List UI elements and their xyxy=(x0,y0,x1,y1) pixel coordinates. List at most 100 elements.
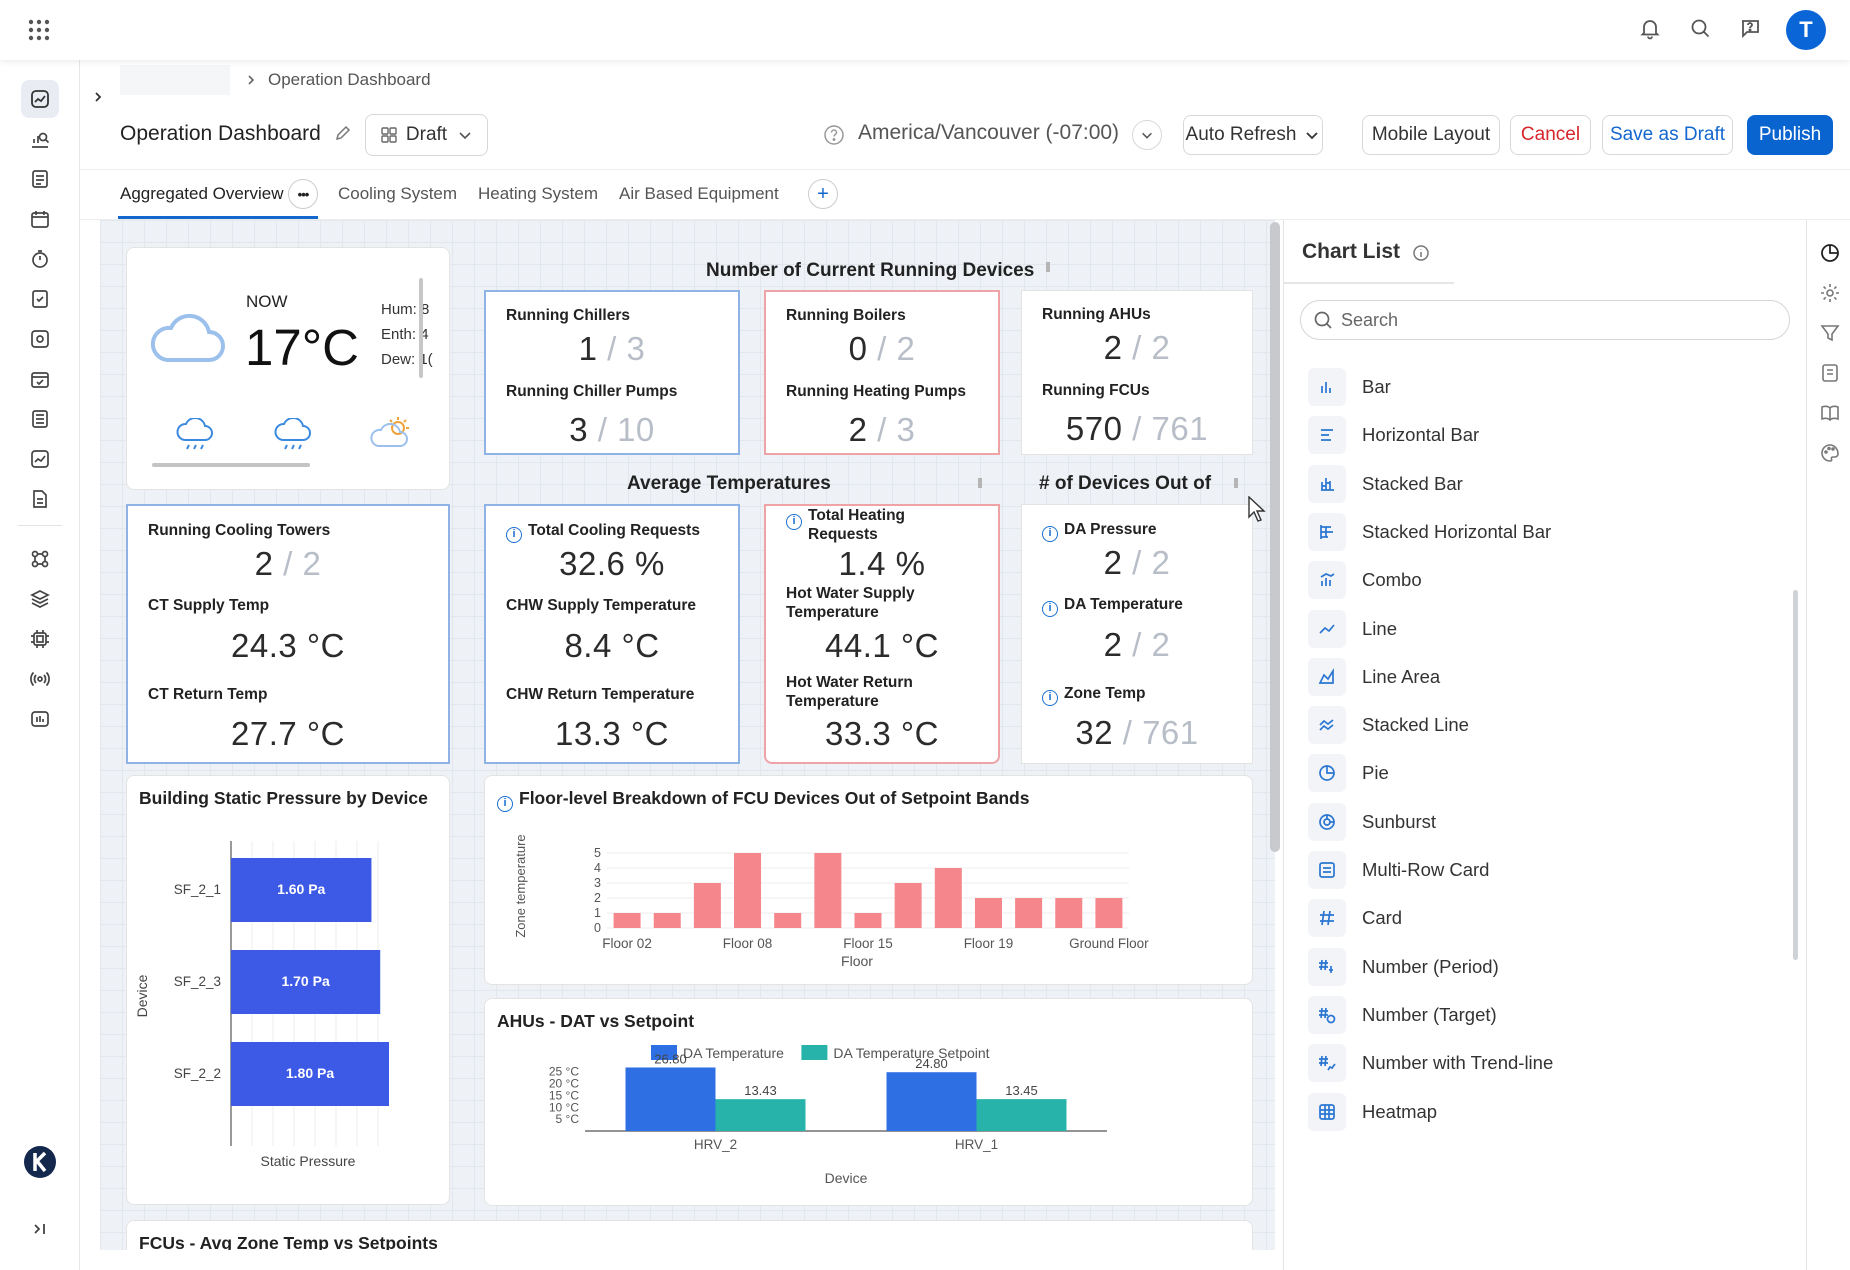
search-icon[interactable] xyxy=(1688,16,1716,44)
info-icon[interactable]: i xyxy=(786,514,802,530)
palette-icon[interactable] xyxy=(1819,442,1841,464)
trend-icon[interactable] xyxy=(21,440,59,478)
tab-aggregated-overview[interactable]: Aggregated Overview xyxy=(120,184,284,203)
info-icon[interactable]: i xyxy=(506,527,522,543)
meter-icon[interactable] xyxy=(21,700,59,738)
canvas-scrollbar[interactable] xyxy=(1270,222,1280,852)
rain-icon xyxy=(176,418,213,450)
publish-button[interactable]: Publish xyxy=(1747,115,1833,155)
expand-nav-icon[interactable] xyxy=(21,1210,59,1248)
app-launcher-icon[interactable] xyxy=(26,17,54,45)
chart-type-item[interactable]: Line Area xyxy=(1308,657,1440,697)
add-tab-button[interactable]: + xyxy=(808,179,838,209)
help-icon[interactable] xyxy=(823,124,845,146)
hw-card[interactable]: i Total Heating Requests 1.4 % Hot Water … xyxy=(764,504,1000,764)
kpi-label: i Total Heating Requests xyxy=(786,506,986,544)
chart-type-item[interactable]: Line xyxy=(1308,609,1397,649)
analytics-search-icon[interactable] xyxy=(21,120,59,158)
chart-type-item[interactable]: Pie xyxy=(1308,753,1389,793)
chart-type-item[interactable]: Number (Period) xyxy=(1308,947,1499,987)
layers-icon[interactable] xyxy=(21,580,59,618)
help-chat-icon[interactable] xyxy=(1738,16,1766,44)
cancel-button[interactable]: Cancel xyxy=(1510,115,1591,155)
weather-scrollbar[interactable] xyxy=(419,278,423,378)
fcu-zone-temp-chart-card[interactable]: FCUs - Avg Zone Temp vs Setpoints xyxy=(126,1220,1253,1250)
chw-card[interactable]: i Total Cooling Requests 32.6 % CHW Suppl… xyxy=(484,504,740,764)
chip-icon[interactable] xyxy=(21,620,59,658)
bar xyxy=(854,913,882,928)
save-draft-button[interactable]: Save as Draft xyxy=(1602,115,1733,155)
chart-list-scrollbar[interactable] xyxy=(1793,590,1798,960)
chart-type-item[interactable]: Stacked Bar xyxy=(1308,464,1463,504)
chart-type-item[interactable]: Card xyxy=(1308,898,1402,938)
tab-cooling-system[interactable]: Cooling System xyxy=(338,184,458,203)
brand-logo-icon xyxy=(18,1140,62,1184)
avatar[interactable]: T xyxy=(1786,10,1826,50)
device-report-icon[interactable] xyxy=(21,320,59,358)
report-icon[interactable] xyxy=(21,160,59,198)
chart-type-label: Stacked Horizontal Bar xyxy=(1362,520,1552,542)
chart-type-item[interactable]: Stacked Horizontal Bar xyxy=(1308,512,1551,552)
chart-type-item[interactable]: Number (Target) xyxy=(1308,995,1497,1035)
auto-refresh-dropdown[interactable]: Auto Refresh xyxy=(1183,115,1323,155)
kpi-value: 1.4 % xyxy=(838,545,926,582)
devices-out-card[interactable]: i DA Pressure 2 / 2 i DA Temperature 2 / 2… xyxy=(1021,504,1253,764)
info-icon[interactable]: i xyxy=(497,796,513,812)
notification-bell-icon[interactable] xyxy=(1638,16,1666,44)
chart-search-input[interactable]: Search xyxy=(1300,300,1790,340)
filter-icon[interactable] xyxy=(1819,322,1841,344)
chart-type-item[interactable]: Bar xyxy=(1308,367,1391,407)
layout-icon[interactable] xyxy=(1819,362,1841,384)
timer-icon[interactable] xyxy=(21,240,59,278)
info-icon[interactable]: i xyxy=(1042,526,1058,542)
x-axis-label: Static Pressure xyxy=(261,1153,356,1169)
chart-type-label: Stacked Bar xyxy=(1362,472,1463,494)
group-scroll-indicator xyxy=(1234,478,1238,488)
edit-title-icon[interactable] xyxy=(334,124,352,142)
mobile-layout-button[interactable]: Mobile Layout xyxy=(1362,115,1500,155)
tab-more-icon[interactable]: ••• xyxy=(288,179,318,209)
floor-breakdown-chart-card[interactable]: i Floor-level Breakdown of FCU Devices Ou… xyxy=(484,775,1253,985)
chart-type-item[interactable]: Heatmap xyxy=(1308,1092,1437,1132)
document-icon[interactable] xyxy=(21,480,59,518)
breadcrumb-current[interactable]: Operation Dashboard xyxy=(268,70,431,89)
ahus-fcus-card[interactable]: Running AHUs 2 / 2 Running FCUs 570 / 76… xyxy=(1021,290,1253,455)
tab-heating-system[interactable]: Heating System xyxy=(478,184,598,203)
signal-icon[interactable] xyxy=(21,660,59,698)
chart-type-item[interactable]: Sunburst xyxy=(1308,802,1436,842)
chart-pie-icon[interactable] xyxy=(1819,242,1841,264)
dashboard-icon[interactable] xyxy=(21,80,59,118)
checklist-icon[interactable] xyxy=(21,280,59,318)
chillers-card[interactable]: Running Chillers 1 / 3 Running Chiller P… xyxy=(484,290,740,455)
info-icon[interactable]: i xyxy=(1042,690,1058,706)
info-icon[interactable]: i xyxy=(1042,601,1058,617)
chart-type-item[interactable]: Horizontal Bar xyxy=(1308,415,1479,455)
tab-air-based-equipment[interactable]: Air Based Equipment xyxy=(619,184,779,203)
schedule-icon[interactable] xyxy=(21,360,59,398)
book-icon[interactable] xyxy=(1819,402,1841,424)
weather-widget[interactable]: NOW 17°C Hum: 8 Enth: 4 Dew: 1( xyxy=(126,247,450,490)
log-icon[interactable] xyxy=(21,400,59,438)
network-icon[interactable] xyxy=(21,540,59,578)
timezone-label[interactable]: America/Vancouver (-07:00) xyxy=(858,121,1120,144)
static-pressure-chart-card[interactable]: Building Static Pressure by Device 1.60 … xyxy=(126,775,450,1205)
chart-type-item[interactable]: Number with Trend-line xyxy=(1308,1043,1553,1083)
chart-type-item[interactable]: Stacked Line xyxy=(1308,705,1469,745)
chart-type-item[interactable]: Combo xyxy=(1308,560,1422,600)
kpi-value: 0 / 2 xyxy=(848,330,916,367)
timezone-dropdown-button[interactable] xyxy=(1132,120,1162,150)
info-icon[interactable] xyxy=(1412,244,1430,262)
static-pressure-chart: 1.60 Pa SF_2_1 1.70 Pa SF_2_3 1.80 Pa SF_2_2 S… xyxy=(134,841,389,1169)
status-dropdown[interactable]: Draft xyxy=(365,114,488,156)
ahu-dat-chart-card[interactable]: AHUs - DAT vs Setpoint DA Temperature DA … xyxy=(484,998,1253,1206)
collapse-sidebar-icon[interactable] xyxy=(90,89,110,109)
forecast-scrollbar[interactable] xyxy=(152,463,310,467)
gear-icon[interactable] xyxy=(1819,282,1841,304)
cooling-towers-card[interactable]: Running Cooling Towers 2 / 2 CT Supply T… xyxy=(126,504,450,764)
chart-type-item[interactable]: Multi-Row Card xyxy=(1308,850,1489,890)
kpi-value: 2 / 2 xyxy=(1103,626,1171,663)
boilers-card[interactable]: Running Boilers 0 / 2 Running Heating Pu… xyxy=(764,290,1000,455)
bar xyxy=(231,950,381,1014)
bar xyxy=(734,853,762,928)
calendar-icon[interactable] xyxy=(21,200,59,238)
